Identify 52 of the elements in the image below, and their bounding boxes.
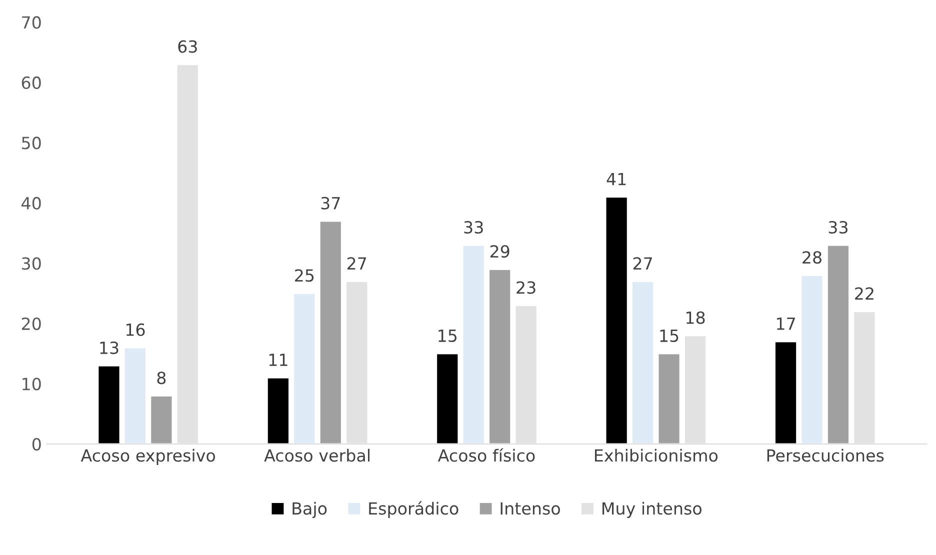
bar	[97, 364, 121, 444]
legend-label: Intenso	[500, 502, 560, 515]
bar	[826, 244, 850, 444]
bar	[488, 268, 512, 444]
data-label: 37	[321, 196, 340, 210]
data-label: 23	[516, 281, 536, 294]
bar	[631, 280, 654, 444]
data-label: 8	[157, 372, 166, 384]
data-label: 25	[295, 269, 314, 282]
bar	[462, 244, 486, 444]
legend-label: Esporádico	[369, 501, 458, 518]
data-label: 33	[828, 220, 848, 234]
data-label: 18	[686, 311, 705, 324]
data-label: 29	[490, 245, 510, 258]
bar	[436, 352, 460, 444]
bar	[150, 395, 174, 444]
y-tick-label: 30	[22, 257, 41, 270]
legend-label: Muy intenso	[602, 502, 702, 518]
x-tick-label: Persecuciones	[767, 448, 884, 462]
data-label: 27	[347, 257, 366, 270]
data-label: 15	[660, 330, 678, 342]
data-label: 27	[633, 257, 652, 270]
bar	[774, 340, 798, 444]
bar	[124, 346, 147, 444]
x-tick-label: Exhibicionismo	[595, 448, 718, 462]
data-label: 17	[777, 318, 795, 330]
bar	[292, 292, 316, 444]
data-label: 13	[100, 341, 118, 354]
y-tick-label: 40	[22, 196, 41, 210]
data-label: 16	[126, 323, 145, 336]
y-tick-label: 60	[22, 76, 41, 90]
data-label: 33	[464, 220, 483, 234]
data-label: 11	[269, 354, 288, 366]
y-tick-label: 50	[22, 136, 41, 150]
data-label: 15	[438, 330, 457, 342]
y-tick-label: 0	[32, 438, 41, 451]
bar	[318, 220, 342, 444]
bar	[657, 352, 681, 444]
x-tick-label: Acoso verbal	[264, 448, 370, 462]
data-label: 22	[855, 287, 874, 300]
data-label: 63	[178, 40, 197, 53]
bar	[800, 274, 824, 444]
bar	[266, 377, 290, 444]
data-label: 41	[606, 172, 626, 186]
bar	[604, 196, 628, 444]
x-tick-label: Acoso expresivo	[80, 448, 215, 465]
x-tick-label: Acoso físico	[438, 448, 535, 462]
y-tick-label: 20	[22, 317, 41, 330]
data-label: 28	[802, 251, 822, 264]
legend-label: Bajo	[292, 502, 327, 518]
y-tick-label: 10	[22, 378, 41, 390]
y-tick-label: 70	[22, 16, 41, 29]
